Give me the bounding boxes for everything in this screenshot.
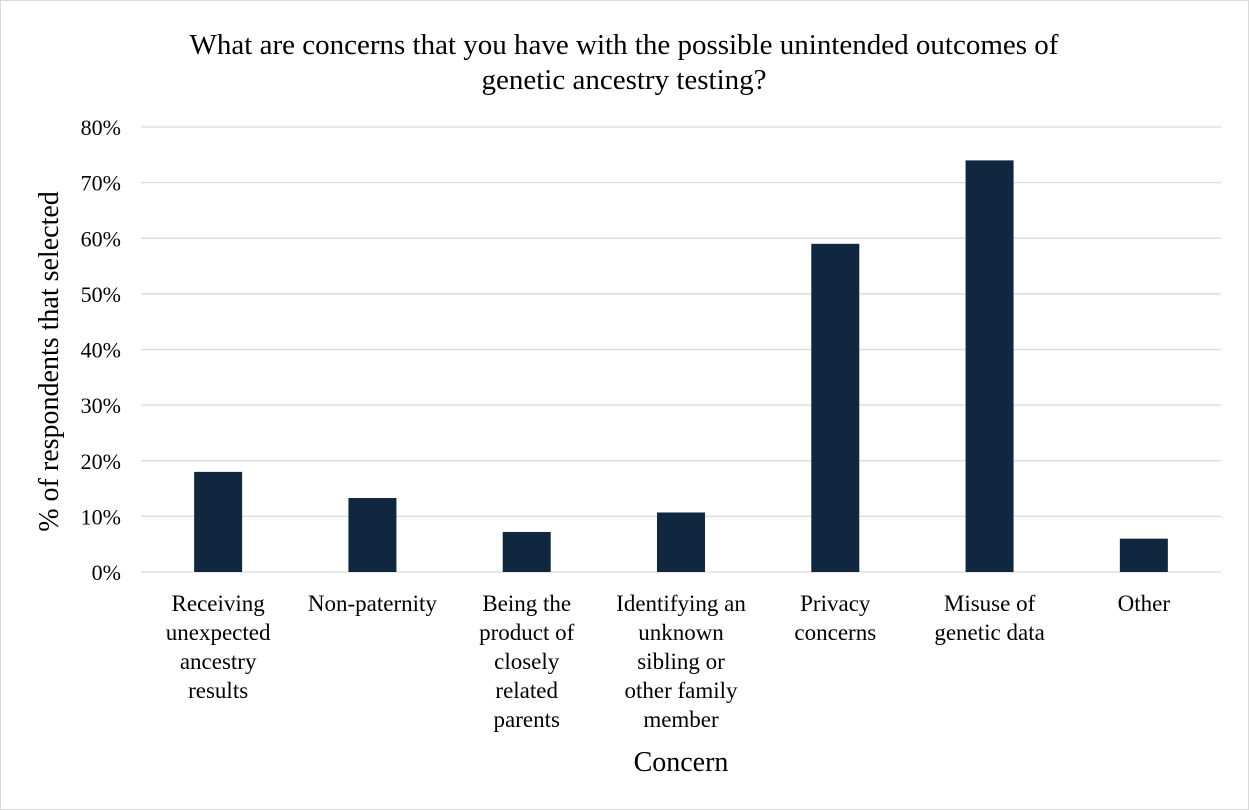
y-tick-label: 0% <box>92 560 121 585</box>
chart-title-line: genetic ancestry testing? <box>481 64 766 96</box>
y-axis-title: % of respondents that selected <box>34 191 65 532</box>
x-category-label: Privacy concerns <box>794 591 876 645</box>
x-category-label: Non-paternity <box>308 591 438 616</box>
x-category-label-line: Privacy <box>800 591 871 616</box>
bar <box>965 160 1014 572</box>
bar <box>194 471 243 572</box>
y-tick-label: 30% <box>81 393 121 418</box>
bar <box>348 498 397 572</box>
y-tick-label: 80% <box>81 115 121 140</box>
x-category-label: Other <box>1118 591 1171 616</box>
y-axis-tick-labels: 0% 10% 20% 30% 40% 50% 60% 70% 80% <box>81 115 121 585</box>
y-tick-label: 20% <box>81 449 121 474</box>
y-tick-label: 10% <box>81 504 121 529</box>
x-category-label: Receiving unexpected ancestry results <box>166 591 271 703</box>
x-category-label-line: sibling or <box>637 649 725 674</box>
chart-title-line: What are concerns that you have with the… <box>190 29 1059 61</box>
bars <box>194 160 1168 572</box>
bar <box>811 243 860 572</box>
x-category-label-line: related <box>495 678 558 703</box>
y-tick-label: 70% <box>81 171 121 196</box>
x-category-label-line: unknown <box>638 620 724 645</box>
x-category-label-line: Receiving <box>172 591 266 616</box>
x-category-label-line: genetic data <box>934 620 1044 645</box>
x-category-label: Identifying an unknown sibling or other fam… <box>616 591 746 732</box>
x-category-label: Misuse of genetic data <box>934 591 1044 645</box>
x-category-label-line: other family <box>624 678 738 703</box>
x-category-label-line: parents <box>494 707 560 732</box>
chart-title: What are concerns that you have with the… <box>190 29 1059 96</box>
x-category-label-line: concerns <box>794 620 876 645</box>
x-category-label-line: Other <box>1118 591 1171 616</box>
x-category-label-line: Misuse of <box>944 591 1036 616</box>
y-tick-label: 60% <box>81 226 121 251</box>
x-category-label-line: unexpected <box>166 620 271 645</box>
y-tick-label: 40% <box>81 338 121 363</box>
gridlines <box>141 126 1221 573</box>
y-tick-label: 50% <box>81 282 121 307</box>
bar <box>502 531 551 572</box>
x-category-label-line: closely <box>494 649 560 674</box>
x-category-label-line: results <box>188 678 248 703</box>
x-axis-category-labels: Receiving unexpected ancestry results Non-pa… <box>166 591 1171 732</box>
x-category-label-line: ancestry <box>180 649 257 674</box>
x-category-label-line: product of <box>479 620 575 645</box>
bar <box>657 512 705 572</box>
bar <box>1119 538 1168 572</box>
x-category-label-line: Non-paternity <box>308 591 438 616</box>
x-axis-title: Concern <box>634 747 729 778</box>
x-category-label-line: Identifying an <box>616 591 746 616</box>
x-category-label-line: Being the <box>482 591 571 616</box>
x-category-label: Being the product of closely related parents <box>479 591 575 732</box>
x-category-label-line: member <box>643 707 719 732</box>
